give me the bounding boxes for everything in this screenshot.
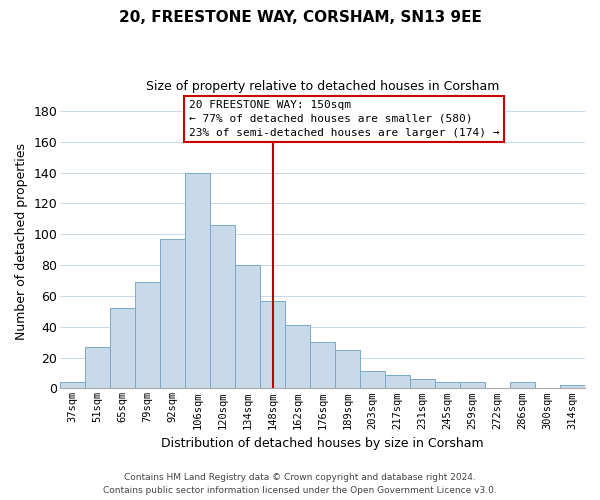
Bar [435, 382, 460, 388]
Text: Contains HM Land Registry data © Crown copyright and database right 2024.
Contai: Contains HM Land Registry data © Crown c… [103, 474, 497, 495]
Bar [410, 379, 435, 388]
Text: 20, FREESTONE WAY, CORSHAM, SN13 9EE: 20, FREESTONE WAY, CORSHAM, SN13 9EE [119, 10, 481, 25]
Bar [385, 374, 410, 388]
Title: Size of property relative to detached houses in Corsham: Size of property relative to detached ho… [146, 80, 499, 93]
Bar [510, 382, 535, 388]
Bar [85, 347, 110, 389]
Text: 20 FREESTONE WAY: 150sqm
← 77% of detached houses are smaller (580)
23% of semi-: 20 FREESTONE WAY: 150sqm ← 77% of detach… [189, 100, 499, 138]
Bar [60, 382, 85, 388]
Bar [160, 239, 185, 388]
Bar [335, 350, 360, 389]
Bar [285, 325, 310, 388]
Bar [110, 308, 135, 388]
Bar [185, 172, 210, 388]
Bar [360, 372, 385, 388]
Bar [460, 382, 485, 388]
Bar [235, 265, 260, 388]
Bar [310, 342, 335, 388]
Bar [210, 225, 235, 388]
Bar [260, 300, 285, 388]
Y-axis label: Number of detached properties: Number of detached properties [15, 144, 28, 340]
Bar [135, 282, 160, 389]
Bar [560, 386, 585, 388]
X-axis label: Distribution of detached houses by size in Corsham: Distribution of detached houses by size … [161, 437, 484, 450]
